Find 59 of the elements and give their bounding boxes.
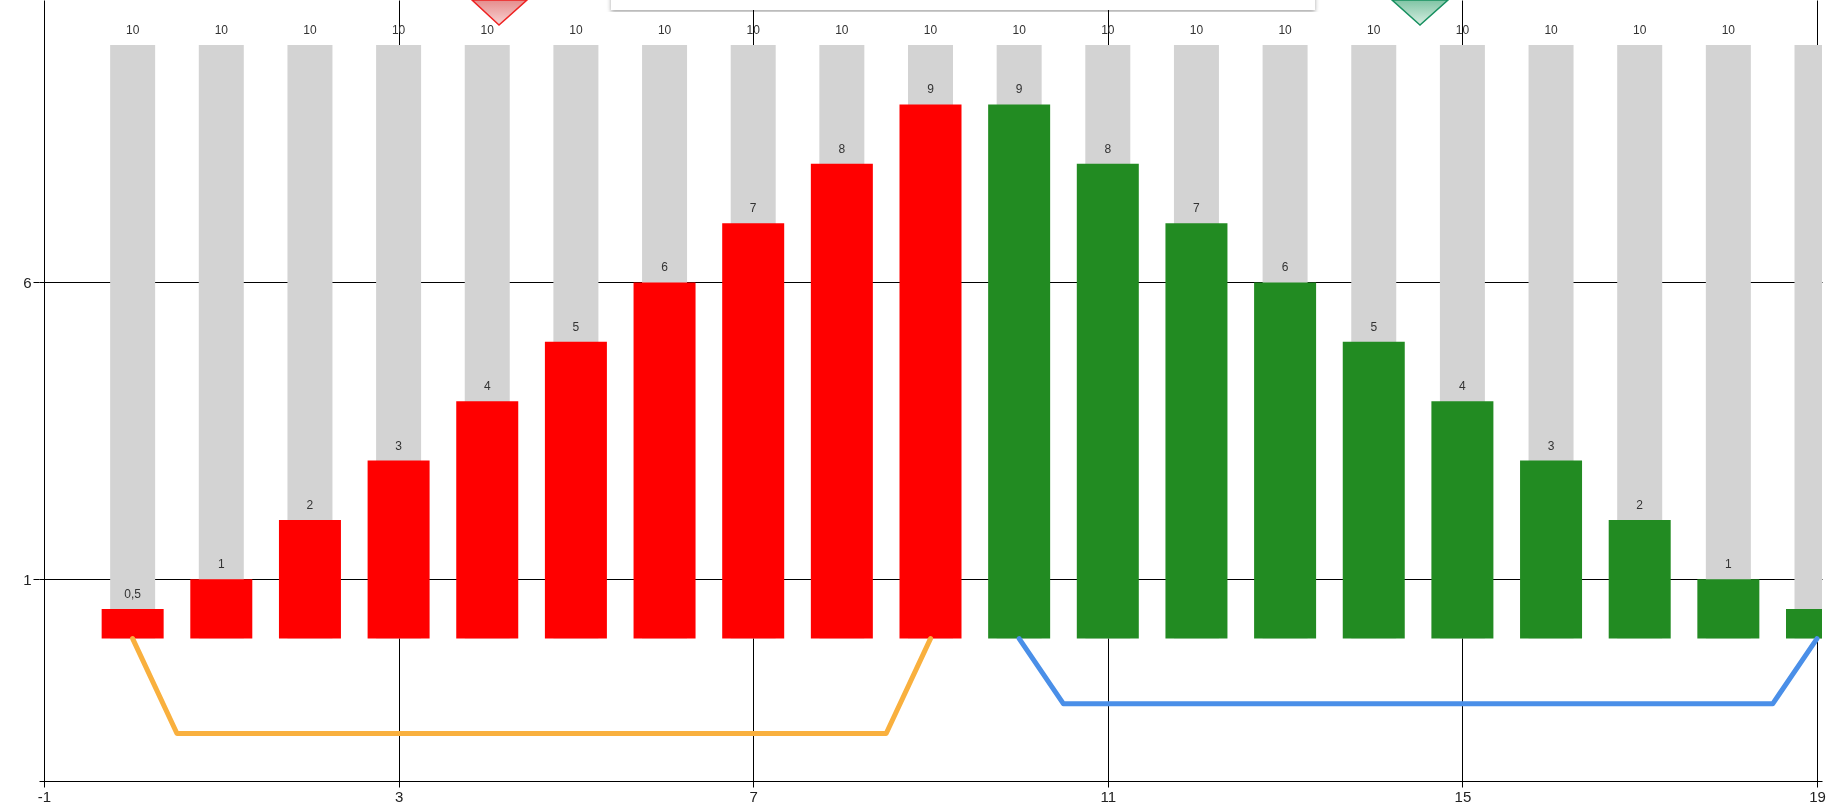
bar	[1342, 341, 1405, 639]
bar	[988, 104, 1051, 639]
bar	[633, 282, 696, 639]
data-label: 10	[569, 23, 583, 38]
data-label: 6	[1281, 260, 1289, 275]
data-label: 9	[927, 82, 935, 97]
data-label: 10	[303, 23, 317, 38]
data-label: 7	[749, 201, 757, 216]
data-label: 3	[395, 438, 403, 453]
data-label: 1	[217, 557, 225, 572]
data-label: 2	[306, 497, 314, 512]
data-label: 10	[657, 23, 672, 38]
x-tick-label: 11	[1100, 787, 1117, 805]
bar	[1076, 163, 1139, 639]
data-label: 2	[1636, 497, 1644, 512]
bar	[1608, 519, 1671, 639]
bar	[367, 460, 430, 639]
data-label: 5	[1370, 319, 1378, 334]
x-tick-label: 7	[749, 787, 758, 805]
x-tick-label: -1	[37, 787, 52, 805]
data-label: 3	[1547, 438, 1555, 453]
data-label: 9	[1015, 82, 1023, 97]
bar	[278, 519, 341, 639]
data-label: 6	[661, 260, 669, 275]
data-label: 10	[1544, 23, 1559, 38]
bar	[101, 608, 164, 639]
data-label: 10	[480, 23, 495, 38]
data-label: 10	[1367, 23, 1381, 38]
data-label: 4	[1459, 379, 1467, 394]
data-label: 10	[1633, 23, 1647, 38]
data-label: 10	[214, 23, 229, 38]
x-tick-label: 15	[1454, 787, 1472, 805]
bar	[1520, 460, 1583, 639]
data-label: 10	[1721, 23, 1736, 38]
x-tick-label: 19	[1809, 787, 1826, 805]
bar	[722, 223, 785, 639]
data-label: 8	[1104, 141, 1112, 156]
bar	[456, 401, 519, 639]
bar	[1254, 282, 1317, 639]
data-label: 8	[838, 141, 846, 156]
bar	[899, 104, 962, 639]
x-tick-label: 3	[394, 787, 404, 805]
data-label: 10	[1278, 23, 1293, 38]
bar	[190, 579, 253, 639]
data-label: 10	[125, 23, 140, 38]
data-label: 0,5	[124, 586, 142, 601]
bar	[1431, 401, 1494, 639]
bar	[810, 163, 873, 639]
bar	[1165, 223, 1228, 639]
data-label: 1	[1725, 557, 1733, 572]
data-label: 4	[483, 379, 491, 394]
data-label: 10	[923, 23, 938, 38]
data-label: 10	[1012, 23, 1027, 38]
data-label: 10	[1189, 23, 1204, 38]
bar	[1697, 579, 1760, 639]
bar	[544, 341, 607, 639]
data-label: 5	[572, 319, 580, 334]
data-label: 10	[835, 23, 849, 38]
data-label: 7	[1193, 201, 1201, 216]
